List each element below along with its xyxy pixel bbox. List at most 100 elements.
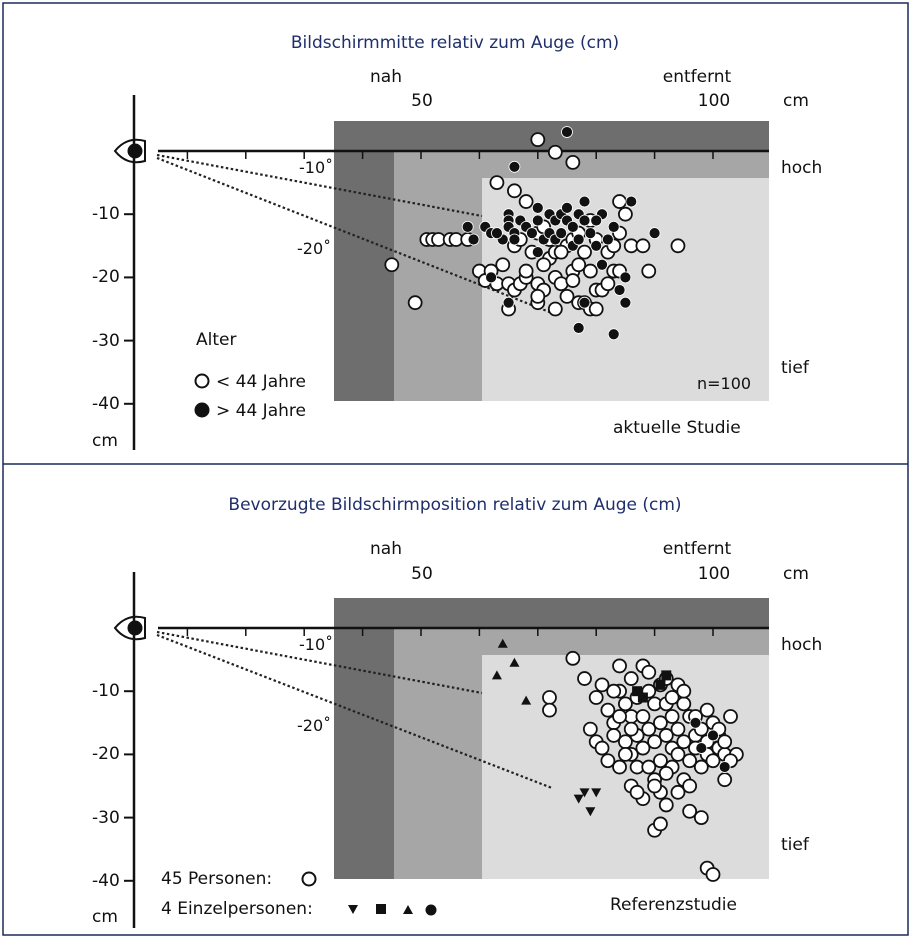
x-label-far: entfernt <box>663 539 732 559</box>
data-point-filled-circle <box>526 227 538 240</box>
data-point-open-circle <box>565 650 581 666</box>
data-point-open-circle <box>641 721 657 737</box>
angle-label: -20˚ <box>297 239 331 258</box>
data-point-filled-circle <box>578 214 591 227</box>
data-point-open-circle <box>635 709 651 724</box>
data-point-open-circle <box>717 772 733 788</box>
x-tick-label: 50 <box>411 91 433 111</box>
data-point-filled-circle <box>531 246 544 259</box>
x-ticks <box>186 628 714 636</box>
data-point-open-circle <box>664 690 680 705</box>
data-point-square <box>661 670 672 681</box>
data-point-open-circle <box>670 747 686 762</box>
data-point-filled-circle <box>625 195 638 208</box>
data-point-filled-circle <box>590 214 603 227</box>
data-point-open-circle <box>723 709 738 724</box>
data-point-open-circle <box>635 740 651 756</box>
x-ticks <box>186 151 714 159</box>
x-unit-label: cm <box>783 91 809 111</box>
x-unit-label: cm <box>783 564 809 584</box>
y-ticks <box>124 213 134 405</box>
y-tick-label: -30 <box>92 808 120 828</box>
sample-size-note: n=100 <box>697 374 751 393</box>
data-point-open-circle <box>606 683 622 699</box>
panel-bottom: Bevorzugte Bildschirmposition relativ zu… <box>92 495 822 928</box>
data-point-open-circle <box>553 244 569 260</box>
data-point-square <box>637 692 648 703</box>
data-point-filled-circle <box>607 328 620 341</box>
data-point-filled-circle <box>531 214 544 227</box>
legend-filled-circle <box>425 904 437 916</box>
y-tick-label: -20 <box>92 267 120 287</box>
angle-label: -20˚ <box>297 716 331 735</box>
data-point-filled-circle <box>572 322 585 334</box>
data-point-open-circle <box>530 288 546 304</box>
x-label-near: nah <box>370 539 402 559</box>
data-point-open-circle <box>705 753 721 769</box>
data-point-open-circle <box>588 690 604 705</box>
sight-line <box>156 156 553 315</box>
data-point-open-circle <box>518 263 534 279</box>
data-point-filled-circle <box>508 233 521 246</box>
data-point-open-circle <box>676 734 692 750</box>
zone-label-low: tief <box>781 358 810 378</box>
data-point-filled-circle <box>607 220 620 233</box>
data-point-filled-circle <box>491 227 503 240</box>
y-ticks <box>124 690 134 882</box>
data-point-open-circle <box>647 778 662 794</box>
x-label-far: entfernt <box>663 67 732 87</box>
data-point-filled-circle <box>531 201 544 214</box>
x-tick-label: 100 <box>698 564 730 584</box>
data-point-open-circle <box>495 257 511 273</box>
data-point-filled-circle <box>508 160 521 173</box>
data-point-open-circle <box>565 154 581 170</box>
data-point-filled-circle <box>619 296 632 309</box>
data-point-triangle-down <box>579 788 590 798</box>
chart-title: Bevorzugte Bildschirmposition relativ zu… <box>228 495 681 515</box>
data-point-open-circle <box>600 276 616 292</box>
angle-label: -10˚ <box>299 635 333 654</box>
data-point-open-circle <box>559 288 575 304</box>
data-point-open-circle <box>600 753 616 769</box>
data-point-filled-circle <box>613 284 626 296</box>
legend-label: < 44 Jahre <box>216 372 306 392</box>
data-point-square <box>632 686 643 697</box>
data-point-filled-circle <box>695 742 708 754</box>
y-tick-label: -20 <box>92 744 120 764</box>
data-point-filled-circle <box>689 716 702 729</box>
data-point-triangle-up <box>521 695 532 705</box>
data-point-open-circle <box>577 244 592 260</box>
data-point-open-circle <box>682 778 698 794</box>
data-point-open-circle <box>618 747 633 762</box>
data-point-filled-circle <box>578 296 591 309</box>
data-point-filled-circle <box>566 220 579 233</box>
sight-line <box>156 153 483 218</box>
y-tick-label: -30 <box>92 331 120 351</box>
data-point-filled-circle <box>502 296 515 309</box>
data-point-filled-circle <box>561 126 573 138</box>
data-point-open-circle <box>606 728 622 743</box>
data-point-open-circle <box>682 803 698 819</box>
data-point-open-circle <box>693 759 709 775</box>
data-point-open-circle <box>594 677 610 693</box>
data-point-filled-circle <box>578 195 591 208</box>
data-point-open-circle <box>653 753 668 769</box>
data-point-filled-circle <box>718 761 731 773</box>
data-point-filled-circle <box>461 220 474 233</box>
data-point-open-circle <box>664 709 680 724</box>
data-point-open-circle <box>542 690 557 705</box>
data-point-open-circle <box>641 664 657 680</box>
data-point-open-circle <box>518 194 534 209</box>
data-point-triangle-down <box>573 794 584 804</box>
legend-label: 4 Einzelpersonen: <box>161 899 313 919</box>
data-point-open-circle <box>717 734 733 750</box>
data-point-open-circle <box>623 721 639 737</box>
data-point-filled-circle <box>596 258 608 271</box>
panel-top: Bildschirmmitte relativ zum Auge (cm) na… <box>92 33 822 451</box>
data-point-open-circle <box>699 702 715 718</box>
y-unit-label: cm <box>92 907 118 927</box>
data-point-open-circle <box>641 263 657 279</box>
data-point-open-circle <box>582 721 598 737</box>
study-label: aktuelle Studie <box>613 418 741 438</box>
